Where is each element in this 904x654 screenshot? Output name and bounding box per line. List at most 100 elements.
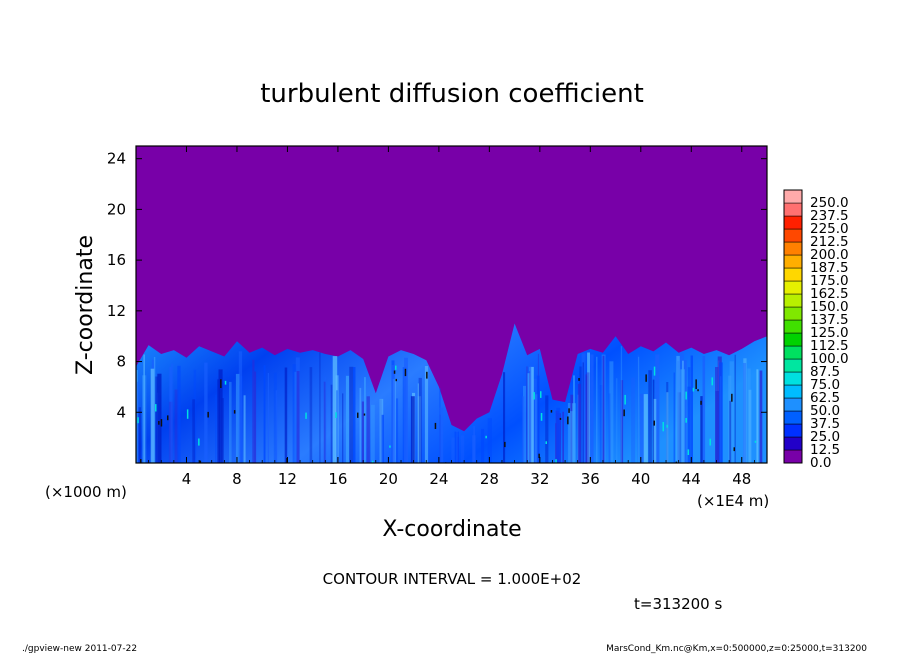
plume-streak — [609, 361, 614, 463]
high-value-spot — [186, 409, 189, 419]
plume-streak — [157, 373, 162, 463]
plume-streak — [527, 373, 531, 463]
plume-streak — [620, 380, 624, 463]
plume-streak — [747, 368, 751, 463]
y-axis-ticks: 4 8 12 16 20 24 — [107, 150, 767, 421]
high-value-spot — [389, 445, 391, 448]
high-value-spot — [426, 371, 428, 379]
plume-streak — [410, 396, 415, 463]
plume-streak — [324, 376, 327, 463]
plume-streak — [150, 368, 155, 463]
plume-streak — [359, 387, 362, 463]
x-axis-ticks: 4 8 12 16 20 24 28 32 36 40 44 48 — [148, 146, 755, 488]
high-value-spot — [158, 421, 160, 425]
plume-streak — [608, 393, 611, 463]
plume-streak — [523, 385, 526, 463]
plume-streak — [587, 352, 590, 463]
high-value-spot — [540, 391, 542, 398]
plume-streak — [487, 418, 492, 463]
colorbar-swatch — [783, 189, 803, 204]
plume-streak — [138, 407, 141, 463]
high-value-spot — [199, 460, 202, 463]
plume-streak — [687, 367, 691, 463]
plume-streak — [361, 401, 364, 463]
plume-streak — [473, 426, 475, 463]
high-value-spot — [538, 453, 540, 458]
chart-title: turbulent diffusion coefficient — [260, 79, 644, 109]
colorbar-swatch — [783, 345, 803, 360]
high-value-spot — [733, 447, 735, 452]
colorbar-swatch — [783, 371, 803, 386]
colorbar-label: 225.0 — [810, 221, 849, 237]
high-value-spot — [485, 435, 487, 439]
x-tick-label: 48 — [732, 470, 751, 488]
high-value-spot — [666, 424, 668, 428]
footer-left: ./gpview-new 2011-07-22 — [22, 644, 137, 654]
plume-streak — [596, 356, 598, 463]
y-tick-label: 20 — [107, 200, 126, 218]
plume-streak — [381, 414, 384, 463]
plume-streak — [319, 352, 321, 463]
colorbar-label: 37.5 — [810, 416, 840, 432]
plume-streak — [526, 366, 528, 463]
plume-streak — [743, 363, 747, 463]
plume-streak — [700, 396, 703, 463]
colorbar-swatch — [783, 436, 803, 451]
high-value-spot — [533, 392, 535, 400]
colorbar-label: 137.5 — [810, 312, 849, 328]
x-tick-label: 36 — [581, 470, 600, 488]
plume-streak — [215, 394, 217, 463]
plume-streak — [556, 407, 561, 463]
colorbar: 0.012.525.037.550.062.575.087.5100.0112.… — [783, 189, 849, 471]
y-tick-label: 24 — [107, 150, 126, 168]
plume-streak — [584, 374, 588, 463]
colorbar-label: 187.5 — [810, 260, 849, 276]
x-tick-label: 32 — [530, 470, 549, 488]
high-value-spot — [731, 393, 733, 402]
colorbar-swatch — [783, 384, 803, 399]
plume-streak — [267, 373, 269, 463]
high-value-spot — [357, 412, 359, 418]
colorbar-swatch — [783, 267, 803, 282]
colorbar-label: 250.0 — [810, 195, 849, 211]
high-value-spot — [695, 379, 697, 389]
plume-streak — [349, 366, 354, 463]
plume-streak — [417, 383, 419, 463]
high-value-spot — [624, 394, 626, 405]
colorbar-label: 12.5 — [810, 442, 840, 458]
high-value-spot — [567, 416, 569, 425]
high-value-spot — [137, 417, 139, 424]
colorbar-swatch — [783, 358, 803, 373]
colorbar-swatch — [783, 332, 803, 347]
plume-streak — [536, 375, 540, 463]
plume-streak — [342, 393, 344, 463]
plume-streak — [193, 369, 197, 463]
high-value-spot — [700, 400, 702, 405]
plume-streak — [586, 372, 590, 463]
high-value-spot — [623, 409, 625, 417]
plume-streak — [503, 372, 506, 463]
plume-streak — [677, 392, 681, 463]
high-value-spot — [685, 391, 687, 400]
x-tick-label: 4 — [182, 470, 192, 488]
plume-streak — [676, 355, 680, 463]
colorbar-label: 162.5 — [810, 286, 849, 302]
plume-streak — [743, 358, 747, 463]
high-value-spot — [545, 441, 547, 444]
plume-streak — [217, 379, 220, 463]
colorbar-label: 0.0 — [810, 455, 831, 471]
plume-streak — [192, 399, 196, 463]
y-axis-label: Z-coordinate — [73, 235, 98, 375]
x-tick-label: 12 — [278, 470, 297, 488]
high-value-spot — [653, 366, 656, 376]
plume-streak — [673, 372, 675, 463]
colorbar-swatch — [783, 397, 803, 412]
plume-streak — [379, 398, 384, 463]
colorbar-label: 150.0 — [810, 299, 849, 315]
colorbar-label: 87.5 — [810, 364, 840, 380]
plume-streak — [396, 398, 399, 463]
y-tick-label: 16 — [107, 251, 126, 269]
plume-streak — [254, 371, 257, 463]
high-value-spot — [220, 379, 222, 388]
plume-streak — [364, 377, 366, 463]
